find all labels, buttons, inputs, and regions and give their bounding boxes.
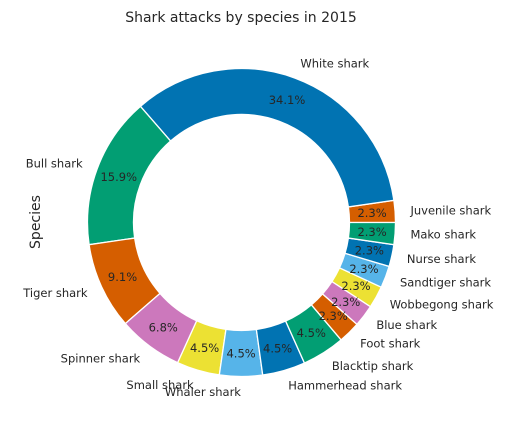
pct-foot-shark: 2.3% [319, 309, 348, 323]
label-foot-shark: Foot shark [360, 336, 420, 350]
label-hammerhead-shark: Hammerhead shark [288, 378, 402, 392]
label-mako-shark: Mako shark [410, 228, 476, 242]
pct-blue-shark: 2.3% [331, 295, 360, 309]
pct-blacktip-shark: 4.5% [297, 326, 326, 340]
wedge-mako-shark [347, 221, 397, 246]
pct-hammerhead-shark: 4.5% [263, 341, 292, 355]
pct-nurse-shark: 2.3% [355, 244, 384, 258]
pct-spinner-shark: 6.8% [149, 320, 178, 334]
label-sandtiger-shark: Sandtiger shark [400, 275, 491, 289]
label-whaler-shark: Whaler shark [165, 385, 241, 399]
pct-wobbegong-shark: 2.3% [341, 279, 370, 293]
percentage-labels: 2.3% 34.1% 15.9% 9.1% 6.8% 4.5% 4.5% 4.5% 4.5% 2.… [100, 93, 386, 361]
chart-title: Shark attacks by species in 2015 [125, 10, 357, 26]
category-labels: Juvenile shark White shark Bull shark Tiger… [22, 57, 494, 399]
pct-tiger-shark: 9.1% [108, 270, 137, 284]
y-axis-label: Species [28, 195, 44, 249]
pct-whaler-shark: 4.5% [226, 346, 255, 360]
pct-sandtiger-shark: 2.3% [349, 262, 378, 276]
pct-mako-shark: 2.3% [357, 225, 386, 239]
pct-white-shark: 34.1% [269, 93, 306, 107]
label-blacktip-shark: Blacktip shark [332, 359, 414, 373]
pct-juvenile-shark: 2.3% [357, 206, 386, 220]
label-small-shark: Small shark [126, 378, 194, 392]
label-wobbegong-shark: Wobbegong shark [390, 298, 494, 312]
pct-small-shark: 4.5% [190, 341, 219, 355]
label-spinner-shark: Spinner shark [61, 351, 141, 365]
label-blue-shark: Blue shark [376, 318, 437, 332]
label-bull-shark: Bull shark [26, 157, 83, 171]
donut-wedges [86, 67, 397, 378]
label-nurse-shark: Nurse shark [407, 252, 476, 266]
label-juvenile-shark: Juvenile shark [409, 203, 491, 217]
label-tiger-shark: Tiger shark [22, 286, 88, 300]
wedge-white-shark [139, 67, 395, 208]
pct-bull-shark: 15.9% [100, 170, 137, 184]
label-white-shark: White shark [300, 57, 369, 71]
